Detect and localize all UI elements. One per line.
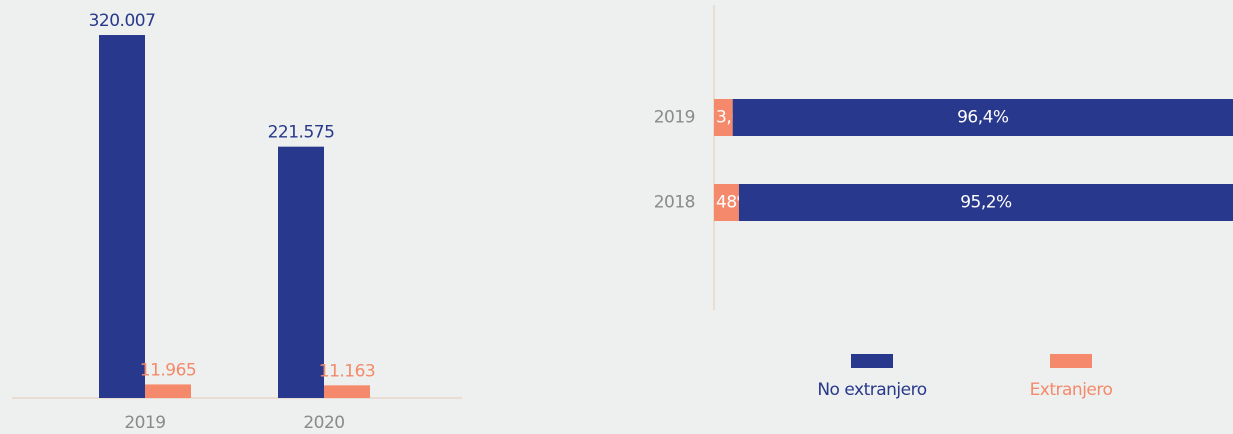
y-tick-label: 2019	[654, 108, 695, 128]
y-tick-label: 2018	[654, 193, 695, 213]
legend-swatch	[851, 354, 893, 368]
x-tick-label: 2019	[124, 413, 165, 433]
bar	[145, 384, 191, 398]
value-label: 221.575	[268, 123, 335, 143]
value-label: 96,4%	[957, 108, 1009, 128]
legend-label: Extranjero	[1030, 380, 1113, 400]
value-label: 320.007	[89, 11, 156, 31]
value-label: 11.965	[140, 360, 196, 380]
value-label: 11.163	[319, 361, 375, 381]
bar-segment	[714, 184, 739, 221]
bar-segment	[714, 99, 733, 136]
bar	[324, 385, 370, 398]
legend-label: No extranjero	[817, 380, 926, 400]
bar	[278, 146, 324, 398]
legend-swatch	[1050, 354, 1092, 368]
bar	[99, 35, 145, 398]
bar-segment	[738, 184, 1233, 221]
value-label: 95,2%	[960, 193, 1012, 213]
x-tick-label: 2020	[303, 413, 344, 433]
bar-segment	[732, 99, 1233, 136]
